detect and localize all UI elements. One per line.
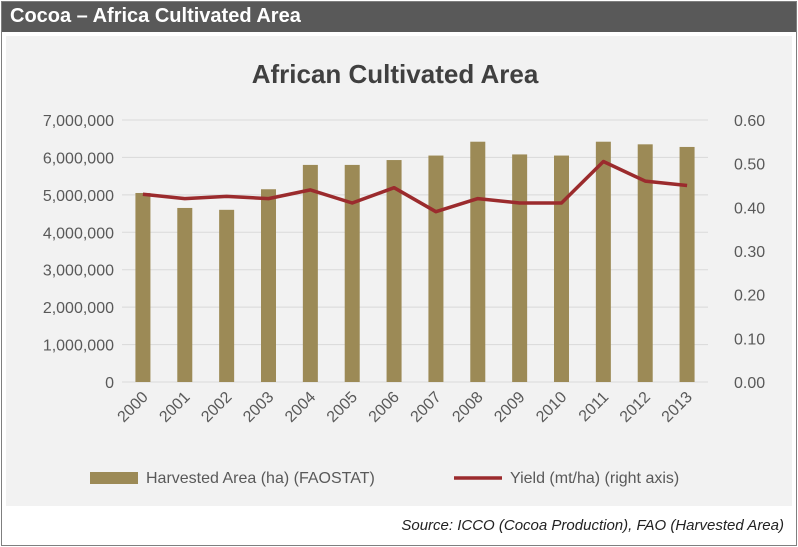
x-tick-label: 2001 — [156, 389, 193, 426]
x-tick-label: 2003 — [240, 389, 277, 426]
left-tick-label: 3,000,000 — [43, 263, 114, 280]
x-tick-label: 2013 — [659, 389, 696, 426]
bar — [135, 192, 151, 382]
x-tick-label: 2008 — [449, 389, 486, 426]
right-tick-label: 0.40 — [734, 200, 765, 217]
page-title: Cocoa – Africa Cultivated Area — [10, 5, 301, 27]
x-tick-label: 2010 — [533, 389, 570, 426]
left-tick-label: 5,000,000 — [43, 188, 114, 205]
right-tick-label: 0.00 — [734, 375, 765, 392]
bar — [679, 146, 695, 382]
left-tick-label: 2,000,000 — [43, 300, 114, 317]
bar — [595, 141, 611, 382]
x-tick-label: 2005 — [324, 389, 361, 426]
chart-title: African Cultivated Area — [252, 59, 539, 89]
left-tick-label: 0 — [105, 375, 114, 392]
bar — [344, 164, 360, 382]
x-tick-label: 2000 — [115, 389, 152, 426]
right-tick-label: 0.30 — [734, 244, 765, 261]
yield-line — [142, 159, 688, 214]
x-tick-label: 2011 — [576, 389, 612, 425]
right-tick-label: 0.60 — [734, 113, 765, 130]
bar — [428, 155, 444, 382]
left-tick-label: 4,000,000 — [43, 225, 114, 242]
x-tick-label: 2004 — [282, 389, 319, 426]
right-tick-label: 0.10 — [734, 331, 765, 348]
bar — [177, 207, 193, 382]
bar — [219, 209, 235, 382]
combo-chart: African Cultivated Area 0 1,000,000 2,000,0… — [43, 59, 765, 487]
legend-label-line: Yield (mt/ha) (right axis) — [510, 470, 679, 487]
chart-panel: African Cultivated Area 0 1,000,000 2,000,0… — [6, 36, 792, 506]
legend-swatch-bar — [90, 472, 138, 484]
right-tick-label: 0.20 — [734, 288, 765, 305]
bar — [554, 155, 569, 382]
bar — [470, 141, 486, 382]
bar — [302, 164, 318, 382]
right-tick-label: 0.50 — [734, 157, 765, 174]
bar — [637, 144, 653, 382]
bar — [386, 160, 402, 382]
x-tick-label: 2006 — [366, 389, 403, 426]
left-tick-label: 1,000,000 — [43, 338, 114, 355]
bar — [512, 154, 528, 382]
header-bar: Cocoa – Africa Cultivated Area — [2, 2, 796, 32]
left-tick-label: 6,000,000 — [43, 150, 114, 167]
x-tick-label: 2007 — [408, 389, 445, 426]
x-tick-label: 2002 — [198, 389, 235, 426]
x-tick-label: 2012 — [617, 389, 654, 426]
bar — [261, 189, 276, 382]
left-tick-label: 7,000,000 — [43, 113, 114, 130]
x-tick-label: 2009 — [491, 389, 528, 426]
legend-label-bar: Harvested Area (ha) (FAOSTAT) — [146, 470, 375, 487]
source-note: Source: ICCO (Cocoa Production), FAO (Ha… — [401, 517, 784, 534]
